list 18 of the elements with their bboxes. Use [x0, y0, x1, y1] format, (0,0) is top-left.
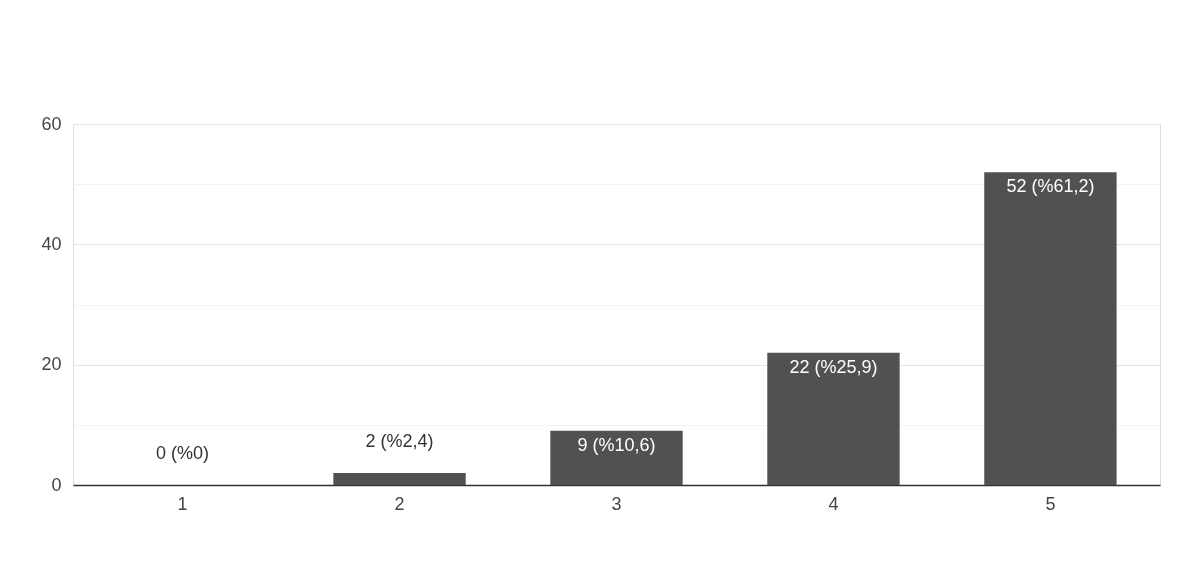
x-tick-label: 4: [828, 493, 839, 514]
y-tick-label: 40: [41, 233, 62, 254]
data-label: 9 (%10,6): [577, 434, 656, 455]
bar: [984, 172, 1117, 485]
x-tick-label: 1: [177, 493, 188, 514]
bar: [767, 352, 900, 485]
x-tick-label: 2: [394, 493, 405, 514]
bar: [550, 430, 683, 485]
bar: [333, 472, 466, 485]
y-tick-label: 60: [41, 113, 62, 134]
x-tick-label: 3: [611, 493, 622, 514]
y-tick-label: 20: [41, 354, 62, 375]
y-tick-label: 0: [51, 474, 62, 495]
data-label: 52 (%61,2): [1006, 176, 1095, 197]
data-label: 0 (%0): [156, 443, 210, 463]
data-label: 22 (%25,9): [789, 356, 878, 377]
x-tick-label: 5: [1045, 493, 1056, 514]
data-label: 2 (%2,4): [365, 430, 434, 451]
